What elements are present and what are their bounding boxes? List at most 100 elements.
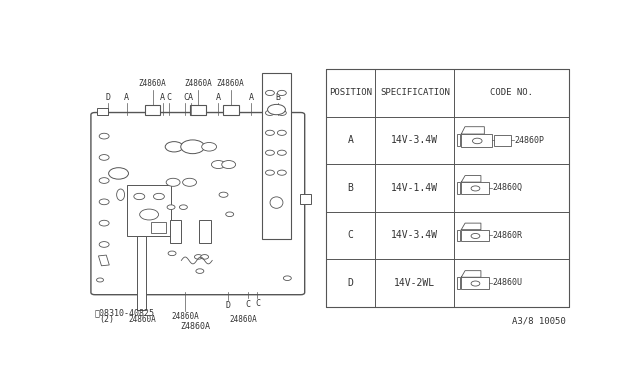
Bar bbox=[461, 182, 488, 193]
Bar bbox=[136, 235, 147, 310]
Circle shape bbox=[134, 193, 145, 200]
Text: D: D bbox=[348, 278, 353, 288]
Bar bbox=[262, 73, 291, 239]
Circle shape bbox=[167, 205, 175, 209]
Circle shape bbox=[99, 241, 109, 247]
Circle shape bbox=[166, 178, 180, 186]
Bar bbox=[326, 69, 568, 307]
Circle shape bbox=[179, 205, 188, 209]
Bar bbox=[145, 105, 161, 115]
Circle shape bbox=[221, 161, 236, 169]
Circle shape bbox=[168, 251, 176, 256]
Text: 24860U: 24860U bbox=[492, 279, 522, 288]
Circle shape bbox=[277, 170, 286, 175]
Text: Ⓝ08310-40825: Ⓝ08310-40825 bbox=[95, 308, 155, 317]
Circle shape bbox=[154, 193, 164, 200]
Bar bbox=[458, 277, 460, 289]
Text: 24860A: 24860A bbox=[172, 312, 199, 321]
Bar bbox=[461, 230, 488, 241]
Text: Z4860A: Z4860A bbox=[139, 79, 166, 88]
Circle shape bbox=[99, 133, 109, 139]
Circle shape bbox=[266, 150, 275, 155]
Text: C: C bbox=[348, 230, 353, 240]
Bar bbox=[190, 105, 205, 115]
Circle shape bbox=[471, 234, 480, 238]
Text: 24860R: 24860R bbox=[492, 231, 522, 240]
Text: 14V-2WL: 14V-2WL bbox=[394, 278, 435, 288]
Bar bbox=[300, 193, 310, 203]
Text: A: A bbox=[188, 93, 193, 102]
Text: 14V-3.4W: 14V-3.4W bbox=[391, 230, 438, 240]
Text: A3/8 10050: A3/8 10050 bbox=[513, 316, 566, 326]
Circle shape bbox=[266, 130, 275, 135]
Circle shape bbox=[195, 254, 202, 259]
Text: 14V-3.4W: 14V-3.4W bbox=[391, 135, 438, 145]
Text: C: C bbox=[183, 93, 188, 102]
Circle shape bbox=[284, 276, 291, 280]
Circle shape bbox=[277, 130, 286, 135]
Circle shape bbox=[99, 155, 109, 160]
Text: A: A bbox=[160, 93, 165, 102]
Text: (2): (2) bbox=[99, 315, 114, 324]
Ellipse shape bbox=[116, 189, 125, 201]
Bar bbox=[97, 108, 108, 115]
Circle shape bbox=[140, 209, 159, 220]
Text: POSITION: POSITION bbox=[329, 88, 372, 97]
Circle shape bbox=[226, 212, 234, 217]
Text: Z4860A: Z4860A bbox=[184, 79, 212, 88]
Bar bbox=[461, 134, 492, 147]
Circle shape bbox=[268, 105, 285, 115]
Circle shape bbox=[99, 220, 109, 226]
Bar bbox=[151, 222, 166, 233]
Circle shape bbox=[99, 178, 109, 183]
Circle shape bbox=[165, 142, 183, 152]
Text: A: A bbox=[348, 135, 353, 145]
Bar bbox=[170, 220, 181, 243]
Bar bbox=[223, 105, 239, 115]
Text: B: B bbox=[348, 183, 353, 193]
Text: 24860Q: 24860Q bbox=[492, 183, 522, 192]
Bar bbox=[127, 186, 172, 235]
Text: A: A bbox=[124, 93, 129, 102]
Text: 14V-1.4W: 14V-1.4W bbox=[391, 183, 438, 193]
Bar bbox=[458, 182, 460, 194]
Circle shape bbox=[99, 199, 109, 205]
Text: Z4860A: Z4860A bbox=[217, 79, 244, 88]
Circle shape bbox=[266, 110, 275, 115]
Circle shape bbox=[266, 90, 275, 96]
Bar bbox=[458, 134, 460, 146]
Text: D: D bbox=[106, 93, 111, 102]
Bar bbox=[494, 135, 511, 146]
Text: CODE NO.: CODE NO. bbox=[490, 88, 533, 97]
Bar bbox=[458, 230, 460, 241]
Circle shape bbox=[277, 110, 286, 115]
Text: 24860P: 24860P bbox=[515, 136, 545, 145]
Text: SPECIFICATION: SPECIFICATION bbox=[380, 88, 450, 97]
Circle shape bbox=[196, 269, 204, 273]
Circle shape bbox=[277, 90, 286, 96]
Bar bbox=[99, 255, 109, 266]
Circle shape bbox=[471, 186, 480, 191]
Text: A: A bbox=[249, 93, 254, 102]
Text: C: C bbox=[166, 93, 172, 102]
Circle shape bbox=[266, 170, 275, 175]
Circle shape bbox=[97, 278, 104, 282]
Text: D: D bbox=[225, 301, 230, 310]
Circle shape bbox=[471, 281, 480, 286]
Text: Z4860A: Z4860A bbox=[180, 323, 211, 331]
Bar bbox=[199, 220, 211, 243]
Text: C: C bbox=[255, 299, 260, 308]
Text: B: B bbox=[276, 93, 280, 102]
Circle shape bbox=[211, 161, 225, 169]
Circle shape bbox=[109, 168, 129, 179]
Circle shape bbox=[277, 150, 286, 155]
Bar bbox=[461, 277, 488, 289]
Ellipse shape bbox=[270, 197, 283, 208]
Text: C: C bbox=[246, 299, 251, 308]
Text: 24860A: 24860A bbox=[129, 315, 156, 324]
Text: 24860A: 24860A bbox=[229, 315, 257, 324]
Text: A: A bbox=[216, 93, 221, 102]
Circle shape bbox=[472, 138, 482, 144]
Circle shape bbox=[180, 140, 205, 154]
Circle shape bbox=[200, 254, 209, 259]
